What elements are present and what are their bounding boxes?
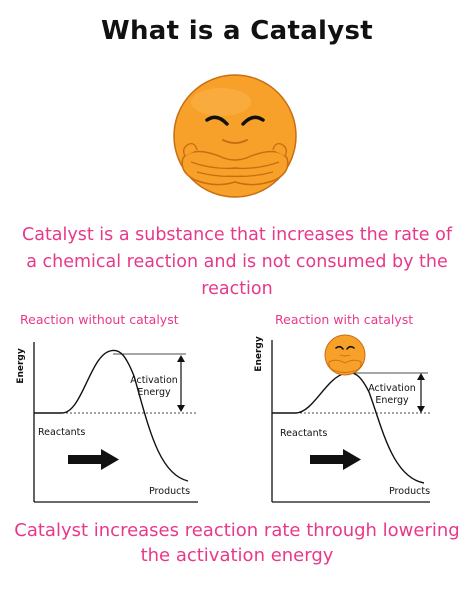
arrow-right-icon [68,449,119,470]
arrow-right-icon [310,449,361,470]
energy-diagram-without-catalyst: Energy Activation Energy Reactants Produ… [16,342,198,503]
catalyst-mascot-icon [173,74,297,198]
activation-energy-label-line1: Activation [368,383,416,394]
energy-diagram-with-catalyst: Energy Activation Energy Reactants Produ… [254,334,430,503]
reactants-label: Reactants [38,427,85,438]
reactants-label: Reactants [280,428,327,439]
double-headed-arrow-icon [417,373,425,413]
activation-energy-label-line2: Energy [137,387,171,398]
catalyst-conclusion: Catalyst increases reaction rate through… [14,520,460,566]
panel-title-without-catalyst: Reaction without catalyst [20,312,179,327]
activation-energy-label-line2: Energy [375,395,409,406]
panel-title-with-catalyst: Reaction with catalyst [275,312,414,327]
energy-axis-label: Energy [16,348,26,384]
catalyst-mascot-icon [324,334,366,376]
page-title: What is a Catalyst [100,16,373,46]
energy-curve [272,371,425,484]
activation-energy-label-line1: Activation [130,375,178,386]
double-headed-arrow-icon [177,355,185,412]
catalyst-definition: Catalyst is a substance that increases t… [22,225,452,299]
energy-axis-label: Energy [254,336,264,372]
products-label: Products [149,486,190,497]
products-label: Products [389,486,430,497]
energy-curve [34,349,189,482]
